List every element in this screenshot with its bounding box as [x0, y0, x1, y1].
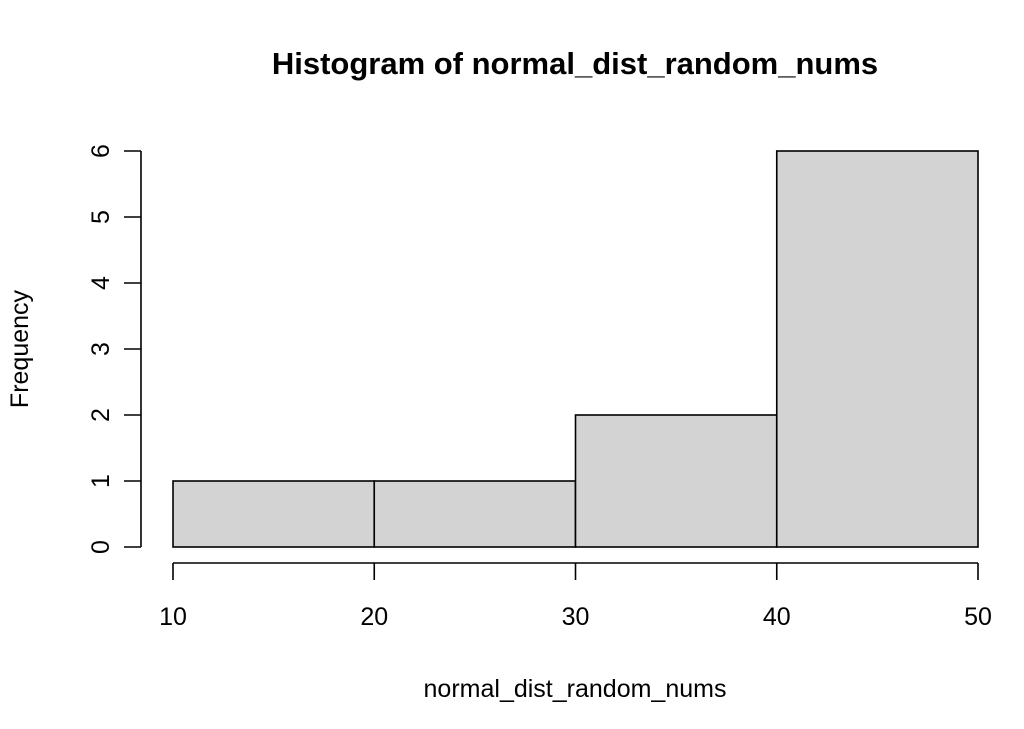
- x-axis: 10 20 30 40 50: [159, 562, 992, 631]
- histogram-bar-4: [775, 150, 979, 548]
- y-tick-label: 2: [87, 408, 115, 422]
- x-tick-label: 20: [360, 603, 388, 631]
- x-axis-title: normal_dist_random_nums: [424, 675, 727, 703]
- histogram-bar-3: [574, 414, 778, 548]
- histogram-bar-2: [373, 480, 577, 548]
- y-axis: 0 1 2 3 4 5 6: [87, 144, 142, 554]
- y-tick-label: 0: [87, 540, 115, 554]
- y-tick-label: 3: [87, 342, 115, 356]
- y-tick-label: 4: [87, 276, 115, 290]
- y-tick-label: 6: [87, 144, 115, 158]
- x-tick-label: 30: [562, 603, 590, 631]
- x-tick-label: 40: [763, 603, 791, 631]
- x-tick-label: 10: [159, 603, 187, 631]
- histogram-bar-1: [172, 480, 376, 548]
- y-tick-label: 1: [87, 474, 115, 488]
- x-tick-label: 50: [964, 603, 992, 631]
- bars-layer: [172, 150, 979, 548]
- y-tick-label: 5: [87, 210, 115, 224]
- chart-title: Histogram of normal_dist_random_nums: [272, 46, 878, 81]
- y-axis-title: Frequency: [6, 289, 34, 408]
